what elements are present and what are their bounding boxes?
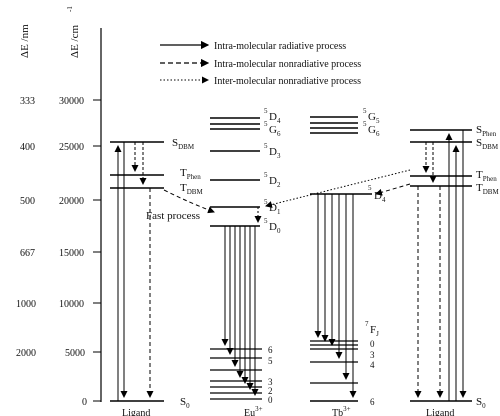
tb-sup-label: 5 [363,107,367,115]
eu-sup-label: 5 [264,171,268,179]
right-ligand-to-eu-transfer-arrow [265,169,411,208]
cm-tick-label: 30000 [59,96,84,107]
tb-d4-label: D4 [374,190,386,204]
cm-tick-label: 10000 [59,299,84,310]
cm-tick-label: 20000 [59,196,84,207]
tb-g6-label: G6 [368,124,380,138]
eu-sup-label: 5 [264,198,268,206]
eu-f-level-label: 6 [268,345,273,355]
nm-tick-label: 1000 [16,299,36,310]
eu-d0-label: D0 [269,221,281,235]
eu-f-level-label: 5 [268,356,273,366]
ligand-left: SDBM TPhen TDBM S0 Ligand [110,137,203,416]
right-ligand-to-tb-transfer-arrow [375,183,411,196]
ligand-left-bottom-label: Ligand [122,408,150,416]
ligand-left-s-dbm-label: SDBM [172,137,195,151]
nm-tick-label: 400 [20,142,35,153]
nm-tick-label: 2000 [16,348,36,359]
cm-tick-label: 25000 [59,142,84,153]
eu-f-level-label: 3 [268,377,273,387]
eu-d1-label: D1 [269,202,281,216]
eu-sup-label: 5 [264,142,268,150]
ligand-left-t-dbm-label: TDBM [180,182,203,196]
cm-tick-label: 5000 [65,348,85,359]
eu-f-level-label: 0 [268,395,273,405]
eu-sup-label: 5 [264,217,268,225]
eu-sup-label: 5 [264,107,268,115]
legend-intra-nonradiative-label: Intra-molecular nonradiative process [214,59,361,70]
ligand-right-bottom-label: Ligand [426,408,454,416]
tb-ion-levels: 5 G5 5 G6 5 D4 7 FJ 0 3 4 6 Tb3+ [310,107,386,416]
ligand-right-s-dbm-label: SDBM [476,137,499,151]
legend-radiative-label: Intra-molecular radiative process [214,41,346,52]
fast-process-arrow [163,189,215,214]
tb-f-level-label: 0 [370,339,375,349]
eu-sup-label: 5 [264,120,268,128]
tb-f-level-label: 6 [370,397,375,407]
tb-bottom-label: Tb3+ [332,405,351,416]
cm-axis-title: ΔE /cm [69,25,81,58]
tb-fj-label: FJ [370,324,379,338]
tb-sup-label: 5 [368,184,372,192]
legend: Intra-molecular radiative process Intra-… [160,40,361,87]
legend-inter-nonradiative-label: Inter-molecular nonradiative process [214,76,361,87]
ligand-left-t-phen-label: TPhen [180,167,201,181]
fast-process-label: Fast process [146,210,200,222]
eu-d2-label: D2 [269,175,281,189]
tb-sup-label: 7 [365,320,369,328]
nm-tick-label: 333 [20,96,35,107]
tb-sup-label: 5 [363,120,367,128]
tb-g5-label: G5 [368,111,380,125]
axes: ΔE /nm ΔE /cm -1 333 400 500 667 1000 20… [16,6,102,408]
eu-bottom-label: Eu3+ [244,405,263,416]
cm-axis-title-sup: -1 [66,6,74,12]
ligand-right-s0-label: S0 [476,396,486,410]
eu-ion-levels: 5 D4 5 G6 5 D3 5 D2 5 D1 5 D0 6 5 3 2 0 … [210,107,281,416]
nm-axis-title: ΔE /nm [19,24,31,58]
eu-d4-label: D4 [269,111,281,125]
cm-tick-label: 15000 [59,248,84,259]
nm-tick-label: 667 [20,248,35,259]
eu-f-level-label: 2 [268,386,273,396]
cm-tick-label: 0 [82,397,87,408]
ligand-right-t-phen-label: TPhen [476,169,497,183]
ligand-right: SPhen SDBM TPhen TDBM S0 Ligand [410,124,499,416]
eu-g6-label: G6 [269,124,281,138]
ligand-left-s0-label: S0 [180,396,190,410]
ligand-right-t-dbm-label: TDBM [476,182,499,196]
tb-f-level-label: 3 [370,350,375,360]
tb-f-level-label: 4 [370,360,375,370]
nm-tick-label: 500 [20,196,35,207]
eu-d3-label: D3 [269,146,281,160]
ligand-right-s-phen-label: SPhen [476,124,497,138]
